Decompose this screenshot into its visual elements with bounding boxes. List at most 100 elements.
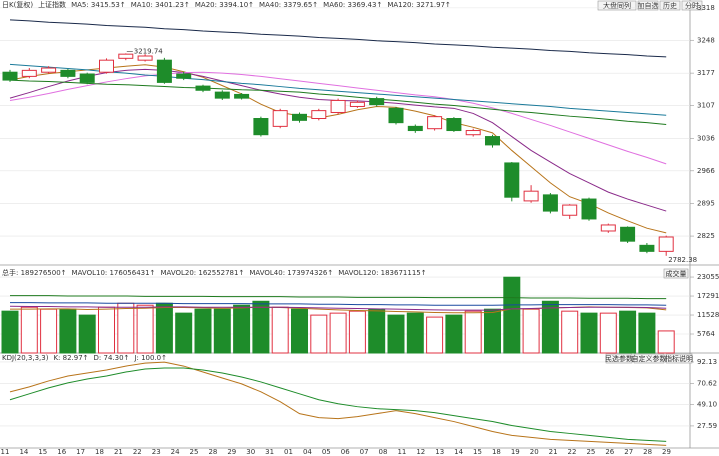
x-tick-label: 08 xyxy=(379,448,388,456)
volume-bar xyxy=(561,310,579,354)
ma-line xyxy=(9,64,667,234)
toolbar-button[interactable] xyxy=(597,0,637,11)
legend-entry: MA40: 3379.65↑ xyxy=(259,1,318,9)
toolbar-label[interactable]: 大盘同列 xyxy=(603,1,631,10)
candle-body xyxy=(253,118,269,136)
legend-entry: K: 82.97↑ xyxy=(53,354,88,362)
candle-body xyxy=(99,59,114,73)
volume-bar xyxy=(40,308,58,354)
x-tick-label: 14 xyxy=(454,448,463,456)
candle-body xyxy=(60,69,76,77)
legend-entry: 上证指数 xyxy=(38,0,66,9)
x-tick-label: 21 xyxy=(549,448,558,456)
legend-entry: MAVOL20: 162552781↑ xyxy=(160,269,244,277)
ma-line xyxy=(10,302,667,306)
legend-entry: MAVOL10: 176056431↑ xyxy=(72,269,156,277)
legend-entry: KDJ(20,3,3,3) xyxy=(2,354,49,362)
x-tick-label: 21 xyxy=(114,448,123,456)
x-tick-label: 24 xyxy=(171,448,180,456)
volume-bar xyxy=(271,306,289,354)
volume-bar xyxy=(464,310,482,354)
ma-line xyxy=(9,19,667,58)
candle-body xyxy=(214,91,230,99)
candle-body xyxy=(542,194,558,212)
candle-body xyxy=(137,55,153,61)
volume-bar xyxy=(78,314,96,354)
candle-body xyxy=(620,226,636,242)
legend-entry: MA5: 3415.53↑ xyxy=(71,1,126,9)
candle-body xyxy=(504,162,520,198)
candle-body xyxy=(234,93,250,99)
ma-line xyxy=(9,367,667,442)
y-tick-label: 23055 xyxy=(697,273,719,281)
legend-entry: 总手: 189276500↑ xyxy=(2,268,67,277)
x-tick-label: 22 xyxy=(133,448,142,456)
indicator-selector-label[interactable]: 成交量 xyxy=(666,269,687,278)
x-tick-label: 27 xyxy=(624,448,633,456)
toolbar-label[interactable]: 分时 xyxy=(685,1,699,10)
volume-bar xyxy=(175,312,193,354)
volume-bar xyxy=(1,310,19,354)
param-button[interactable] xyxy=(665,353,693,364)
param-button-label[interactable]: 自定义参数 xyxy=(632,354,667,363)
param-button-label[interactable]: 民选参数 xyxy=(605,354,633,363)
param-button-label[interactable]: 指标说明 xyxy=(665,354,693,363)
candle-body xyxy=(446,118,462,132)
volume-bar xyxy=(638,312,656,354)
volume-bar xyxy=(445,314,463,354)
x-tick-label: 12 xyxy=(416,448,425,456)
toolbar-button[interactable] xyxy=(659,0,681,11)
volume-bar xyxy=(59,308,77,354)
x-tick-label: 06 xyxy=(341,448,350,456)
volume-bar xyxy=(329,312,347,354)
x-tick-label: 18 xyxy=(95,448,104,456)
volume-bar xyxy=(406,312,424,354)
indicator-selector[interactable] xyxy=(663,268,689,279)
volume-bar xyxy=(657,330,675,354)
y-tick-label: 2895 xyxy=(697,200,715,208)
x-tick-label: 30 xyxy=(246,448,255,456)
volume-bar xyxy=(291,308,308,354)
param-button[interactable] xyxy=(633,353,665,364)
candle-body xyxy=(658,236,674,252)
candle-body xyxy=(639,244,655,252)
legend-entry: 日K(复权) xyxy=(2,0,33,9)
candle-body xyxy=(407,125,423,132)
x-tick-label: 11 xyxy=(397,448,406,456)
toolbar-button[interactable] xyxy=(637,0,659,11)
volume-bar xyxy=(503,276,521,354)
candle-body xyxy=(2,71,18,81)
legend-entry: MA60: 3369.43↑ xyxy=(323,1,382,9)
ma-line xyxy=(9,63,667,116)
x-tick-label: 05 xyxy=(322,448,331,456)
candle-body xyxy=(79,73,95,83)
candle-body xyxy=(581,198,597,220)
x-tick-label: 22 xyxy=(568,448,577,456)
volume-bar xyxy=(136,304,154,354)
x-tick-label: 15 xyxy=(38,448,47,456)
legend-entry: MA10: 3401.23↑ xyxy=(131,1,190,9)
legend-entry: MAVOL120: 183671115↑ xyxy=(338,269,426,277)
volume-bar xyxy=(233,304,251,354)
toolbar-label[interactable]: 加自选 xyxy=(638,1,659,10)
y-tick-label: 3248 xyxy=(697,36,715,44)
x-tick-label: 14 xyxy=(19,448,28,456)
toolbar-label[interactable]: 历史 xyxy=(663,1,677,10)
candle-body xyxy=(485,136,500,146)
x-tick-label: 28 xyxy=(208,448,217,456)
param-button[interactable] xyxy=(605,353,633,364)
volume-bar xyxy=(348,310,366,354)
x-tick-label: 23 xyxy=(152,448,161,456)
toolbar-button[interactable] xyxy=(681,0,703,11)
low-annotation: 2782.38 xyxy=(668,256,697,264)
x-tick-label: 19 xyxy=(511,448,520,456)
volume-bar xyxy=(20,306,38,354)
ma-line xyxy=(9,305,667,311)
volume-bar xyxy=(541,300,559,354)
candle-body xyxy=(388,107,404,124)
candle-body xyxy=(156,59,172,83)
candle-body xyxy=(292,113,307,121)
volume-bar xyxy=(484,308,501,354)
legend-entry: MAVOL40: 173974326↑ xyxy=(249,269,333,277)
